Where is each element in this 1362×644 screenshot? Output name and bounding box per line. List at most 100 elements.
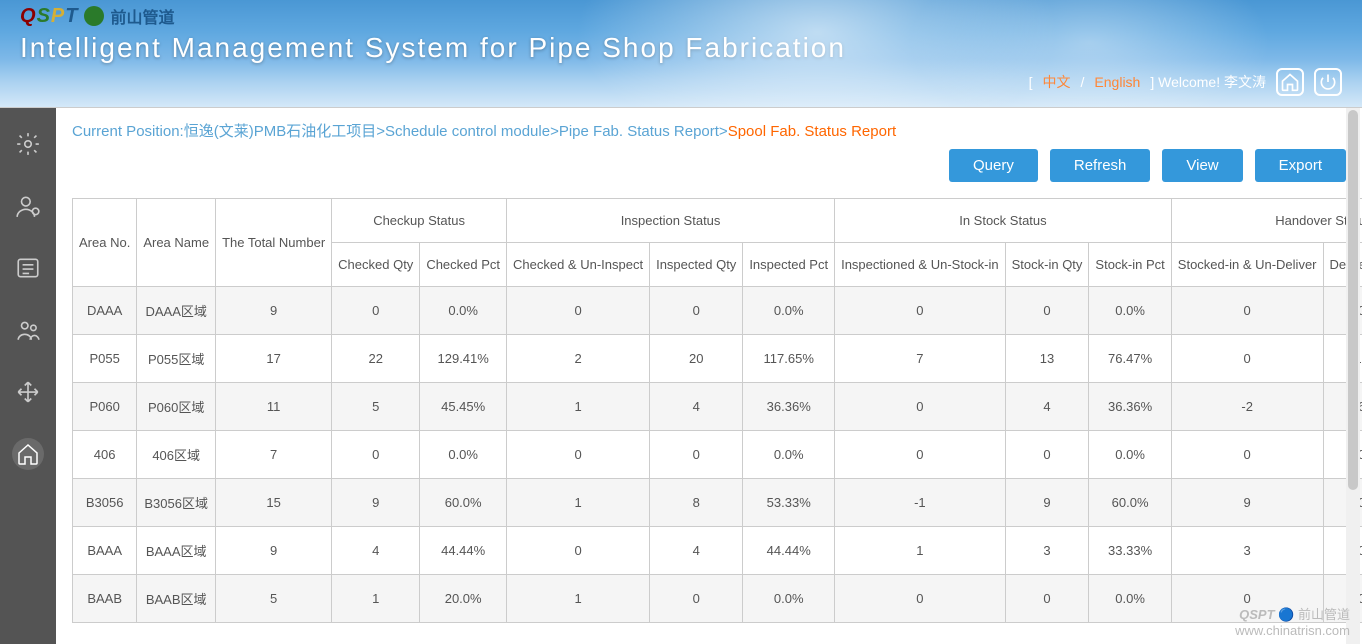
cell-stockin_pct: 36.36% — [1089, 383, 1171, 431]
th-inspected-qty: Inspected Qty — [650, 243, 743, 287]
cell-checked_qty: 0 — [332, 287, 420, 335]
cell-area_name: DAAA区域 — [137, 287, 216, 335]
cell-inspected_qty: 4 — [650, 527, 743, 575]
refresh-button[interactable]: Refresh — [1050, 149, 1151, 182]
th-total: The Total Number — [216, 199, 332, 287]
cell-area_name: BAAB区域 — [137, 575, 216, 623]
cell-insp_unstockin: 7 — [835, 335, 1006, 383]
breadcrumb-path[interactable]: 恒逸(文莱)PMB石油化工项目>Schedule control module>… — [184, 123, 728, 140]
cell-total: 11 — [216, 383, 332, 431]
cell-stockin_qty: 0 — [1005, 575, 1089, 623]
breadcrumb-current: Spool Fab. Status Report — [728, 123, 896, 140]
lang-sep: / — [1081, 74, 1085, 90]
lang-zh-link[interactable]: 中文 — [1043, 72, 1071, 92]
cell-area_name: P060区域 — [137, 383, 216, 431]
cell-area_name: 406区域 — [137, 431, 216, 479]
cell-stockin_qty: 0 — [1005, 287, 1089, 335]
cell-stockin_pct: 76.47% — [1089, 335, 1171, 383]
sidebar-item-users[interactable] — [12, 314, 44, 346]
cell-stockin_qty: 9 — [1005, 479, 1089, 527]
cell-stockedin_undeliver: 0 — [1171, 287, 1323, 335]
th-checked-qty: Checked Qty — [332, 243, 420, 287]
cell-inspected_qty: 4 — [650, 383, 743, 431]
th-checked-pct: Checked Pct — [420, 243, 507, 287]
cell-inspected_qty: 8 — [650, 479, 743, 527]
cell-stockin_qty: 13 — [1005, 335, 1089, 383]
cell-checked_pct: 0.0% — [420, 431, 507, 479]
cell-stockin_pct: 33.33% — [1089, 527, 1171, 575]
th-stockedin-undeliver: Stocked-in & Un-Deliver — [1171, 243, 1323, 287]
cell-checked_pct: 0.0% — [420, 287, 507, 335]
cell-inspected_qty: 0 — [650, 575, 743, 623]
cell-inspected_qty: 0 — [650, 431, 743, 479]
bracket-open: [ — [1029, 74, 1033, 90]
table-row[interactable]: DAAADAAA区域900.0%000.0%000.0%000.0% — [73, 287, 1362, 335]
cell-area_no: P060 — [73, 383, 137, 431]
cell-checked_qty: 5 — [332, 383, 420, 431]
scrollbar[interactable] — [1346, 108, 1360, 644]
cell-insp_unstockin: 0 — [835, 575, 1006, 623]
cell-inspected_pct: 117.65% — [743, 335, 835, 383]
view-button[interactable]: View — [1162, 149, 1242, 182]
cell-stockin_pct: 60.0% — [1089, 479, 1171, 527]
th-stockin-qty: Stock-in Qty — [1005, 243, 1089, 287]
lang-en-link[interactable]: English — [1094, 74, 1140, 90]
th-inspection: Inspection Status — [507, 199, 835, 243]
sidebar-item-settings[interactable] — [12, 128, 44, 160]
cell-checked_pct: 45.45% — [420, 383, 507, 431]
user-bar: [ 中文 / English ] Welcome! 李文涛 — [1029, 68, 1342, 96]
cell-checked_pct: 20.0% — [420, 575, 507, 623]
sidebar-item-move[interactable] — [12, 376, 44, 408]
breadcrumb: Current Position:恒逸(文莱)PMB石油化工项目>Schedul… — [72, 120, 1346, 141]
export-button[interactable]: Export — [1255, 149, 1346, 182]
cell-stockedin_undeliver: 0 — [1171, 575, 1323, 623]
cell-area_no: B3056 — [73, 479, 137, 527]
table-row[interactable]: 406406区域700.0%000.0%000.0%000.0% — [73, 431, 1362, 479]
cell-area_name: B3056区域 — [137, 479, 216, 527]
cell-stockedin_undeliver: 0 — [1171, 431, 1323, 479]
cell-stockin_qty: 4 — [1005, 383, 1089, 431]
th-stockin-pct: Stock-in Pct — [1089, 243, 1171, 287]
query-button[interactable]: Query — [949, 149, 1038, 182]
cell-insp_unstockin: 0 — [835, 287, 1006, 335]
cell-area_no: BAAA — [73, 527, 137, 575]
sidebar-item-home[interactable] — [12, 438, 44, 470]
table-row[interactable]: B3056B3056区域15960.0%1853.33%-1960.0%900.… — [73, 479, 1362, 527]
th-checked-uninspect: Checked & Un-Inspect — [507, 243, 650, 287]
logo-block: QSPT 前山管道 — [20, 4, 174, 28]
table-row[interactable]: BAAABAAA区域9444.44%0444.44%1333.33%300.0% — [73, 527, 1362, 575]
table-row[interactable]: BAABBAAB区域5120.0%100.0%000.0%000.0% — [73, 575, 1362, 623]
th-checkup: Checkup Status — [332, 199, 507, 243]
cell-area_no: BAAB — [73, 575, 137, 623]
sidebar-item-user[interactable] — [12, 190, 44, 222]
cell-inspected_pct: 0.0% — [743, 431, 835, 479]
action-buttons: Query Refresh View Export — [72, 149, 1346, 182]
cell-stockin_qty: 0 — [1005, 431, 1089, 479]
cell-total: 15 — [216, 479, 332, 527]
cell-insp_unstockin: 1 — [835, 527, 1006, 575]
sidebar — [0, 108, 56, 644]
logo-qspt: QSPT — [20, 5, 78, 28]
cell-stockedin_undeliver: 9 — [1171, 479, 1323, 527]
table-body: DAAADAAA区域900.0%000.0%000.0%000.0%P055P0… — [73, 287, 1362, 623]
home-icon[interactable] — [1276, 68, 1304, 96]
cell-checked_qty: 4 — [332, 527, 420, 575]
th-area-no: Area No. — [73, 199, 137, 287]
logo-cn: 前山管道 — [110, 4, 174, 28]
th-area-name: Area Name — [137, 199, 216, 287]
sidebar-item-list[interactable] — [12, 252, 44, 284]
cell-area_name: P055区域 — [137, 335, 216, 383]
cell-checked_uninspect: 1 — [507, 383, 650, 431]
cell-stockedin_undeliver: -2 — [1171, 383, 1323, 431]
cell-insp_unstockin: 0 — [835, 383, 1006, 431]
cell-inspected_pct: 36.36% — [743, 383, 835, 431]
power-icon[interactable] — [1314, 68, 1342, 96]
th-instock: In Stock Status — [835, 199, 1172, 243]
content-area: Current Position:恒逸(文莱)PMB石油化工项目>Schedul… — [56, 108, 1362, 644]
cell-area_no: DAAA — [73, 287, 137, 335]
cell-checked_uninspect: 0 — [507, 287, 650, 335]
table-row[interactable]: P055P055区域1722129.41%220117.65%71376.47%… — [73, 335, 1362, 383]
cell-total: 9 — [216, 287, 332, 335]
cell-inspected_pct: 0.0% — [743, 287, 835, 335]
table-row[interactable]: P060P060区域11545.45%1436.36%0436.36%-2654… — [73, 383, 1362, 431]
